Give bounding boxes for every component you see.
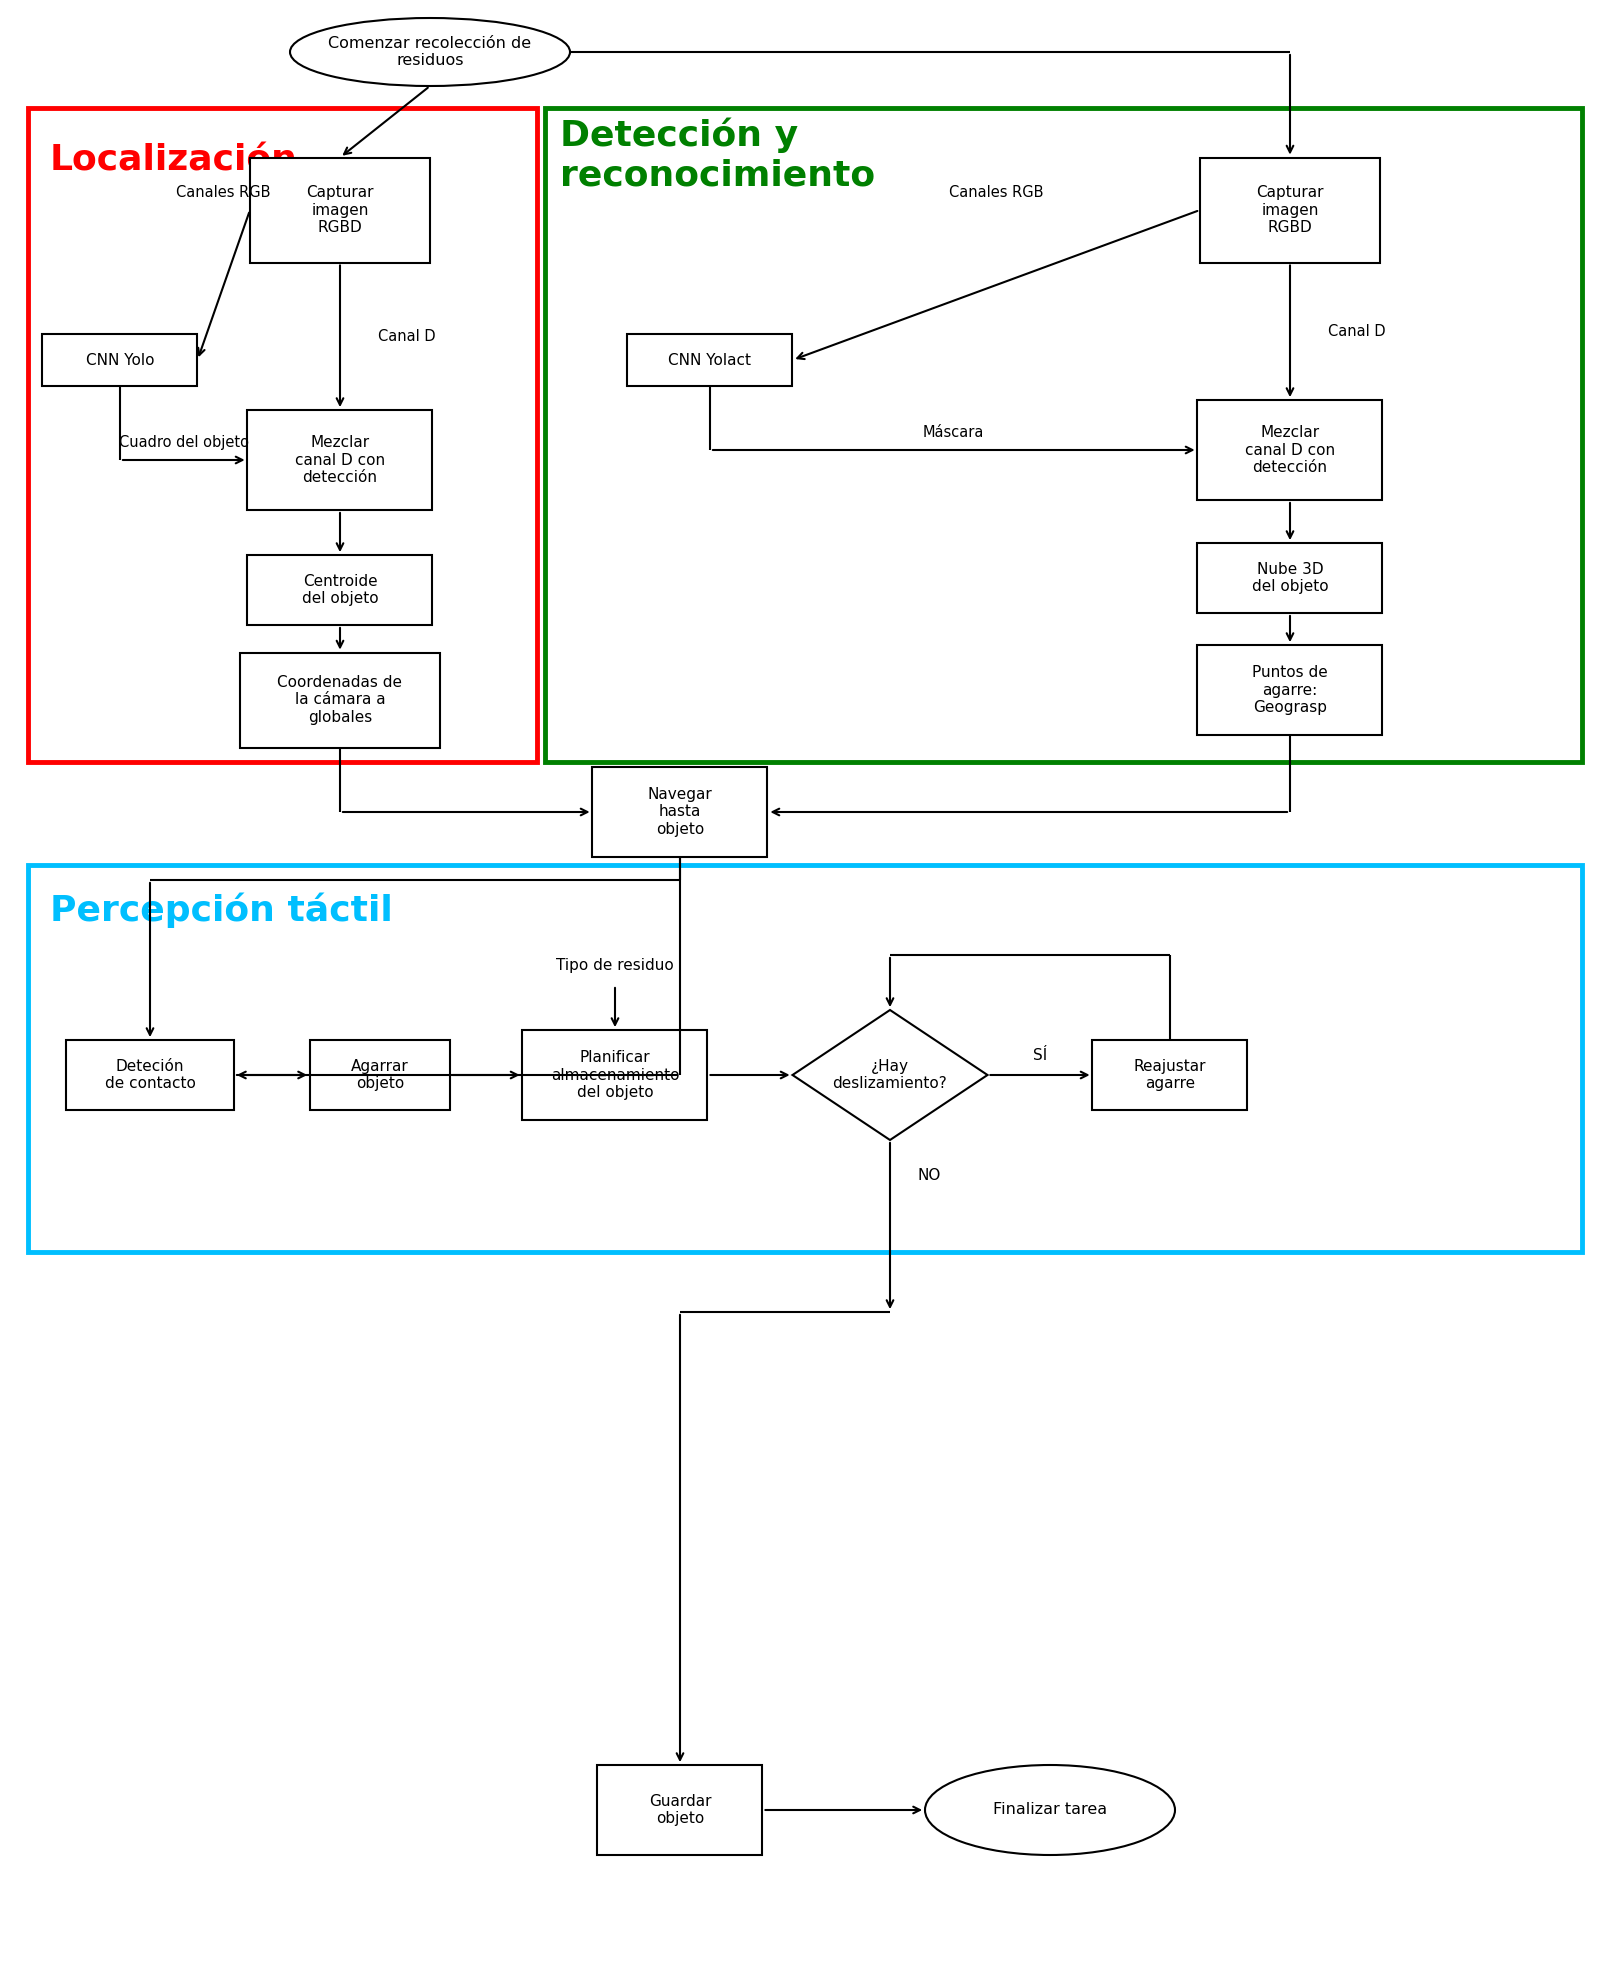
Text: Guardar
objeto: Guardar objeto — [648, 1793, 710, 1826]
Text: Agarrar
objeto: Agarrar objeto — [350, 1059, 408, 1090]
Text: Deteción
de contacto: Deteción de contacto — [104, 1059, 196, 1090]
Bar — [1091, 1039, 1247, 1110]
Text: Centroide
del objeto: Centroide del objeto — [302, 575, 378, 606]
Text: Localización: Localización — [50, 144, 297, 177]
Text: Cuadro del objeto: Cuadro del objeto — [119, 435, 249, 449]
Text: CNN Yolact: CNN Yolact — [669, 352, 750, 368]
Bar — [310, 1039, 450, 1110]
Bar — [1197, 543, 1382, 612]
Text: CNN Yolo: CNN Yolo — [85, 352, 154, 368]
Text: Planificar
almacenamiento
del objeto: Planificar almacenamiento del objeto — [551, 1051, 678, 1100]
Text: Comenzar recolección de
residuos: Comenzar recolección de residuos — [328, 35, 532, 69]
Text: Canales RGB: Canales RGB — [948, 185, 1043, 199]
Text: Canales RGB: Canales RGB — [177, 185, 272, 199]
Bar — [522, 1029, 707, 1120]
Text: Navegar
hasta
objeto: Navegar hasta objeto — [648, 787, 712, 836]
Bar — [627, 335, 792, 386]
Bar — [66, 1039, 235, 1110]
Bar — [545, 108, 1581, 762]
Polygon shape — [792, 1010, 987, 1139]
Text: Detección y
reconocimiento: Detección y reconocimiento — [559, 118, 874, 193]
Text: NO: NO — [918, 1167, 940, 1183]
Text: Percepción táctil: Percepción táctil — [50, 892, 392, 927]
Text: Canal D: Canal D — [1327, 325, 1385, 338]
Bar — [591, 768, 767, 856]
Bar — [249, 157, 429, 262]
Bar — [1199, 157, 1379, 262]
Text: Tipo de residuo: Tipo de residuo — [556, 958, 673, 972]
Ellipse shape — [924, 1765, 1175, 1856]
Text: Mezclar
canal D con
detección: Mezclar canal D con detección — [1244, 425, 1334, 474]
Bar — [27, 108, 537, 762]
Bar — [598, 1765, 762, 1856]
Text: Nube 3D
del objeto: Nube 3D del objeto — [1250, 561, 1327, 594]
Text: ¿Hay
deslizamiento?: ¿Hay deslizamiento? — [832, 1059, 947, 1090]
Bar — [1197, 400, 1382, 500]
Bar — [1197, 646, 1382, 734]
Text: Máscara: Máscara — [922, 425, 983, 439]
Text: Puntos de
agarre:
Geograsp: Puntos de agarre: Geograsp — [1252, 665, 1327, 714]
Text: Finalizar tarea: Finalizar tarea — [992, 1803, 1106, 1818]
Text: SÍ: SÍ — [1032, 1047, 1046, 1063]
Bar — [42, 335, 198, 386]
Text: Canal D: Canal D — [378, 329, 435, 344]
Bar — [247, 555, 432, 626]
Text: Capturar
imagen
RGBD: Capturar imagen RGBD — [305, 185, 373, 234]
Text: Coordenadas de
la cámara a
globales: Coordenadas de la cámara a globales — [278, 675, 402, 724]
Bar — [239, 653, 440, 748]
Text: Mezclar
canal D con
detección: Mezclar canal D con detección — [294, 435, 384, 484]
Text: Reajustar
agarre: Reajustar agarre — [1133, 1059, 1205, 1090]
Text: Capturar
imagen
RGBD: Capturar imagen RGBD — [1255, 185, 1323, 234]
Bar — [247, 409, 432, 510]
Ellipse shape — [289, 18, 569, 87]
Bar — [27, 866, 1581, 1252]
